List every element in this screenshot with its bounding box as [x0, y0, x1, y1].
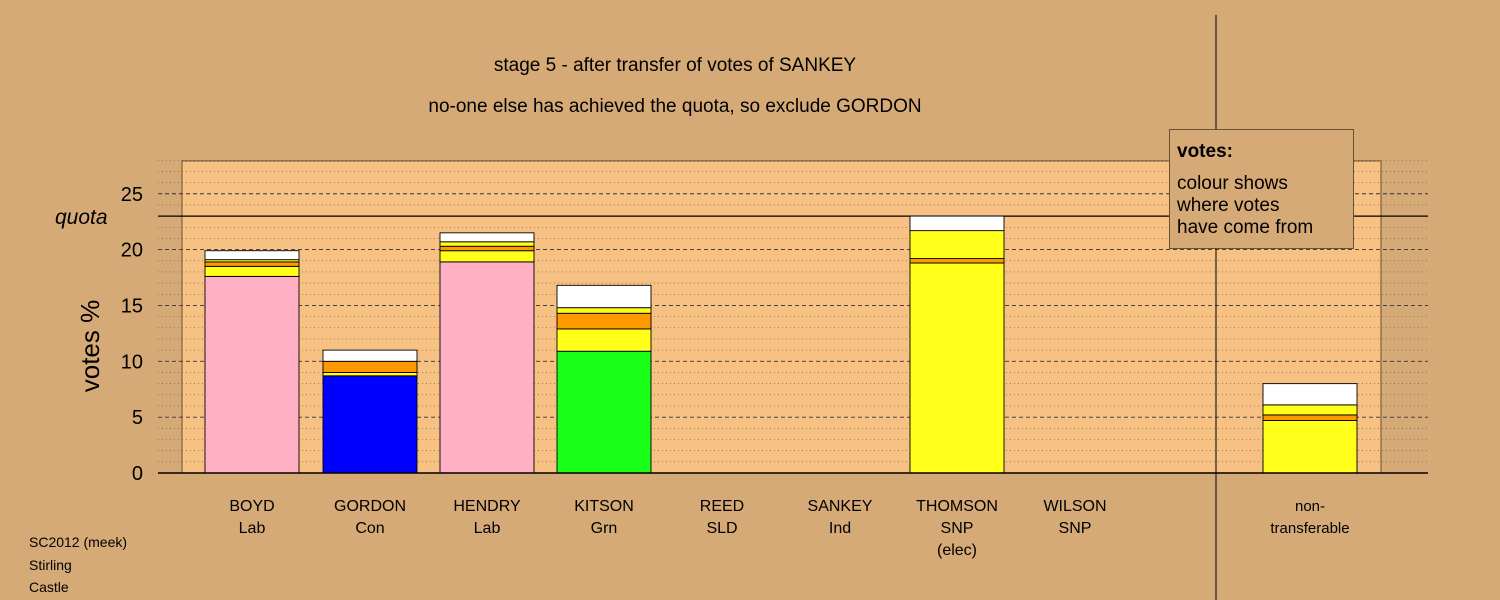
bar-segment: [1262, 383, 1358, 406]
x-category-label: SNP: [941, 520, 974, 537]
x-category-label: SNP: [1059, 520, 1092, 537]
x-category-label: transferable: [1270, 520, 1349, 537]
y-tick-label: 20: [121, 240, 143, 262]
x-category-label: (elec): [937, 542, 977, 559]
x-category-label: non-: [1295, 498, 1325, 515]
bar-segment: [1262, 414, 1358, 421]
bar-segment: [556, 328, 652, 352]
bar-segment: [204, 265, 300, 277]
bar-segment: [909, 215, 1005, 232]
y-tick-label: 5: [132, 407, 143, 429]
legend-line: have come from: [1177, 217, 1314, 238]
bar-segment: [322, 360, 418, 373]
bar-segment: [1262, 420, 1358, 474]
bar-segment: [204, 250, 300, 261]
bar-segment: [556, 312, 652, 330]
bar-segment: [322, 372, 418, 377]
y-tick-label: 15: [121, 295, 143, 317]
y-tick-label: 0: [132, 463, 143, 485]
bar-segment: [204, 261, 300, 267]
footer-line: Stirling: [29, 556, 72, 573]
x-category-label: THOMSON: [916, 498, 998, 515]
bar-segment: [322, 349, 418, 362]
bar-segment: [439, 232, 535, 243]
x-category-label: Lab: [474, 520, 501, 537]
bar-segment: [556, 350, 652, 474]
bar-segment: [909, 230, 1005, 259]
x-category-label: HENDRY: [453, 498, 521, 515]
x-category-label: Grn: [591, 520, 618, 537]
legend-line: where votes: [1177, 195, 1280, 216]
x-category-label: KITSON: [574, 498, 634, 515]
chart-title: stage 5 - after transfer of votes of SAN…: [493, 55, 857, 76]
footer-note: SC2012 (meek) Stirling Castle: [29, 531, 127, 599]
footer-line: Castle: [29, 579, 69, 595]
bar-segment: [1262, 404, 1358, 416]
x-category-label: Con: [355, 520, 384, 537]
x-category-label: Lab: [239, 520, 266, 537]
y-tick-label: 25: [121, 184, 143, 206]
bar-segment: [909, 258, 1005, 264]
x-category-label: GORDON: [334, 498, 406, 515]
x-category-label: BOYD: [229, 498, 274, 515]
footer-line: SC2012 (meek): [29, 534, 128, 550]
x-category-label: SANKEY: [808, 498, 873, 515]
legend-line: colour shows: [1177, 173, 1288, 194]
chart-subtitle: no-one else has achieved the quota, so e…: [428, 96, 922, 117]
y-axis-label: votes %: [75, 300, 105, 393]
x-category-label: SLD: [706, 520, 737, 537]
legend-box: votes: colour shows where votes have com…: [1169, 129, 1354, 249]
bar-segment: [439, 261, 535, 474]
x-category-label: REED: [700, 498, 744, 515]
bar-segment: [322, 375, 418, 474]
bar-segment: [439, 250, 535, 263]
bar-segment: [204, 275, 300, 474]
bar-segment: [439, 245, 535, 252]
x-category-label: WILSON: [1043, 498, 1106, 515]
legend-title: votes:: [1177, 141, 1233, 162]
bar-segment: [909, 262, 1005, 474]
quota-label: quota: [55, 206, 108, 229]
bar-segment: [556, 284, 652, 309]
x-category-label: Ind: [829, 520, 851, 537]
y-tick-label: 10: [121, 351, 143, 373]
bar-segment: [556, 307, 652, 314]
bar-segment: [439, 241, 535, 247]
